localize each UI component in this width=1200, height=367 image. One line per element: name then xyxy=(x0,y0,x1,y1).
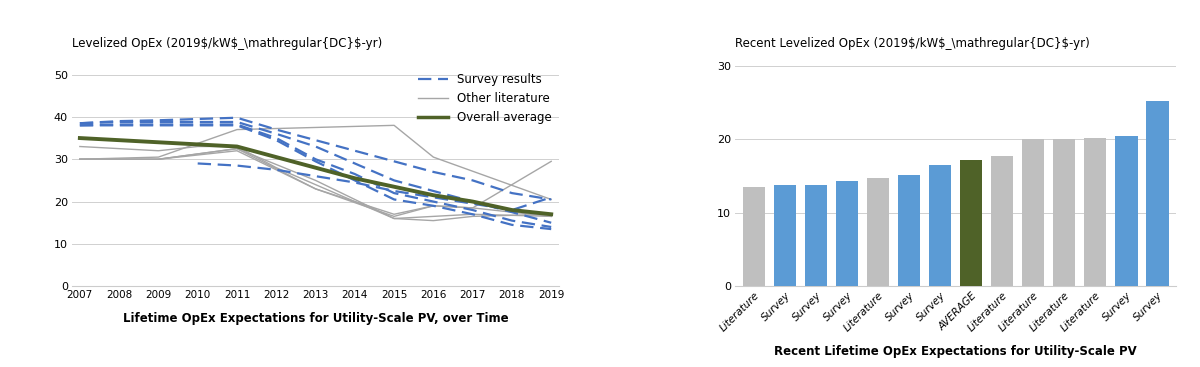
Bar xyxy=(929,165,952,286)
Bar xyxy=(866,178,889,286)
Bar xyxy=(960,160,983,286)
Text: Levelized OpEx (2019$/kW$_\mathregular{DC}$-yr): Levelized OpEx (2019$/kW$_\mathregular{D… xyxy=(72,37,383,50)
Bar xyxy=(1054,139,1075,286)
Text: Recent Levelized OpEx (2019$/kW$_\mathregular{DC}$-yr): Recent Levelized OpEx (2019$/kW$_\mathre… xyxy=(736,37,1090,50)
Bar xyxy=(1146,101,1169,286)
Bar xyxy=(743,187,766,286)
X-axis label: Recent Lifetime OpEx Expectations for Utility-Scale PV: Recent Lifetime OpEx Expectations for Ut… xyxy=(774,345,1138,358)
Bar xyxy=(774,185,796,286)
X-axis label: Lifetime OpEx Expectations for Utility-Scale PV, over Time: Lifetime OpEx Expectations for Utility-S… xyxy=(122,312,509,324)
Legend: Survey results, Other literature, Overall average: Survey results, Other literature, Overal… xyxy=(414,68,557,129)
Bar xyxy=(1084,138,1106,286)
Bar xyxy=(991,156,1013,286)
Bar xyxy=(898,175,920,286)
Bar xyxy=(805,185,827,286)
Bar xyxy=(1022,139,1044,286)
Bar xyxy=(836,181,858,286)
Bar xyxy=(1115,136,1138,286)
